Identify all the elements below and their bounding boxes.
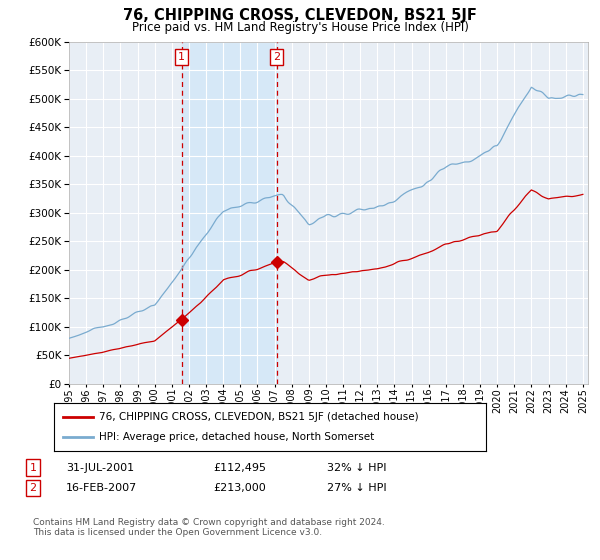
Text: 2: 2 <box>29 483 37 493</box>
Text: HPI: Average price, detached house, North Somerset: HPI: Average price, detached house, Nort… <box>100 432 374 442</box>
Text: 16-FEB-2007: 16-FEB-2007 <box>66 483 137 493</box>
Bar <box>182 42 277 384</box>
Text: Price paid vs. HM Land Registry's House Price Index (HPI): Price paid vs. HM Land Registry's House … <box>131 21 469 34</box>
Text: 76, CHIPPING CROSS, CLEVEDON, BS21 5JF: 76, CHIPPING CROSS, CLEVEDON, BS21 5JF <box>123 8 477 24</box>
Text: 2: 2 <box>273 52 280 62</box>
Text: 76, CHIPPING CROSS, CLEVEDON, BS21 5JF (detached house): 76, CHIPPING CROSS, CLEVEDON, BS21 5JF (… <box>100 412 419 422</box>
Text: 31-JUL-2001: 31-JUL-2001 <box>66 463 134 473</box>
Text: 27% ↓ HPI: 27% ↓ HPI <box>327 483 386 493</box>
Text: £213,000: £213,000 <box>213 483 266 493</box>
Text: 32% ↓ HPI: 32% ↓ HPI <box>327 463 386 473</box>
Text: 1: 1 <box>178 52 185 62</box>
Text: 1: 1 <box>29 463 37 473</box>
Text: £112,495: £112,495 <box>213 463 266 473</box>
Text: Contains HM Land Registry data © Crown copyright and database right 2024.
This d: Contains HM Land Registry data © Crown c… <box>33 518 385 538</box>
